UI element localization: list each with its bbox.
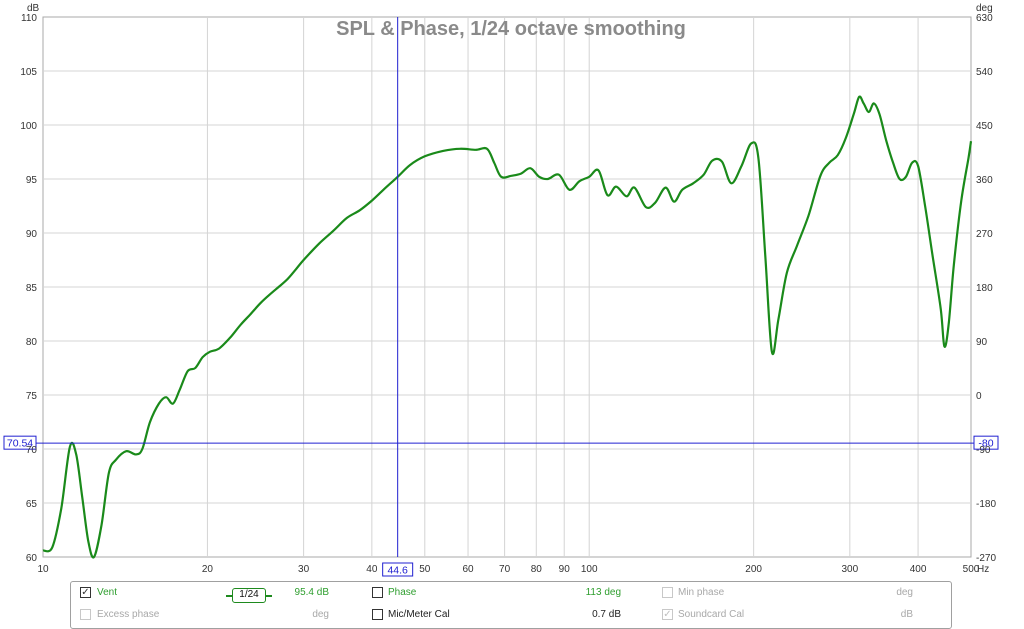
y-left-tick-label: 80 (26, 337, 38, 348)
y-right-tick-label: -270 (976, 553, 996, 564)
min-phase-checkbox[interactable] (662, 587, 673, 598)
chart-title-group: SPL & Phase, 1/24 octave smoothing (336, 18, 686, 40)
x-tick-label: 300 (841, 564, 858, 575)
soundcard-cal-label: Soundcard Cal (678, 609, 745, 620)
y-right-unit-label: deg (976, 3, 993, 14)
y-left-unit-label: dB (27, 3, 40, 14)
y-right-tick-label: -90 (976, 445, 991, 456)
vent-trace-group (42, 95, 973, 559)
chart-title: SPL & Phase, 1/24 octave smoothing (336, 18, 686, 40)
series-line-vent (42, 95, 973, 559)
excess-phase-label: Excess phase (97, 609, 160, 620)
y-left-tick-label: 60 (26, 553, 38, 564)
x-tick-label: 90 (559, 564, 571, 575)
soundcard-cal-checkbox[interactable]: ✓ (662, 609, 673, 620)
cursor-group[interactable]: 70.54 -80 44.6 (3, 17, 999, 577)
vent-checkbox[interactable]: ✓ (80, 587, 91, 598)
x-tick-label: 20 (202, 564, 214, 575)
y-right-tick-label: 540 (976, 67, 993, 78)
x-tick-label: 400 (910, 564, 927, 575)
cursor-y-left-value-box (3, 435, 37, 450)
y-right-tick-label: -180 (976, 499, 996, 510)
vent-label: Vent (97, 587, 118, 598)
axis-labels: dB deg Hz 10 20 30 40 50 60 70 80 90 100 200 300 400… (20, 3, 996, 575)
cursor-x-value: 44.6 (387, 565, 408, 577)
x-tick-label: 50 (419, 564, 431, 575)
y-right-tick-label: 0 (976, 391, 982, 402)
legend-row-1: ✓ Vent 1/24 95.4 dB Phase 113 deg Min ph… (71, 585, 951, 603)
mic-meter-cal-value: 0.7 dB (592, 609, 621, 620)
x-tick-label: 500 (963, 564, 980, 575)
cursor-y-right-value: -80 (978, 438, 993, 450)
y-left-tick-label: 65 (26, 499, 38, 510)
x-tick-label: 200 (745, 564, 762, 575)
y-left-tick-label: 90 (26, 229, 38, 240)
mic-meter-cal-checkbox[interactable] (372, 609, 383, 620)
y-left-tick-label: 105 (20, 67, 37, 78)
legend-panel: ✓ Vent 1/24 95.4 dB Phase 113 deg Min ph… (70, 581, 952, 629)
y-left-tick-label: 70 (26, 445, 38, 456)
phase-value: 113 deg (585, 587, 621, 598)
y-right-tick-label: 450 (976, 121, 993, 132)
y-left-tick-label: 95 (26, 175, 38, 186)
phase-checkbox[interactable] (372, 587, 383, 598)
legend-row-2: Excess phase deg Mic/Meter Cal 0.7 dB ✓ … (71, 607, 951, 623)
y-left-tick-label: 110 (21, 13, 37, 24)
y-left-tick-label: 75 (26, 391, 38, 402)
x-tick-label: 100 (581, 564, 598, 575)
y-right-tick-label: 180 (976, 283, 993, 294)
cursor-x-value-box (382, 562, 414, 577)
x-tick-label: 70 (499, 564, 511, 575)
grid (42, 16, 972, 558)
excess-phase-checkbox[interactable] (80, 609, 91, 620)
vent-value: 95.4 dB (294, 587, 329, 598)
smoothing-badge[interactable]: 1/24 (226, 588, 272, 603)
y-right-tick-label: 360 (976, 175, 993, 186)
spl-phase-chart[interactable]: SPL & Phase, 1/24 octave smoothing 70.54… (0, 0, 1024, 580)
min-phase-value: deg (896, 587, 913, 598)
cursor-y-left-value: 70.54 (7, 438, 33, 450)
excess-phase-value: deg (312, 609, 329, 620)
soundcard-cal-value: dB (900, 609, 913, 620)
x-tick-label: 10 (37, 564, 49, 575)
x-tick-label: 80 (531, 564, 543, 575)
y-left-tick-label: 85 (26, 283, 38, 294)
phase-label: Phase (388, 587, 417, 598)
cursor-y-right-value-box (973, 435, 999, 450)
x-tick-label: 40 (366, 564, 378, 575)
y-right-tick-label: 630 (976, 13, 993, 24)
y-right-tick-label: 270 (976, 229, 993, 240)
min-phase-label: Min phase (678, 587, 725, 598)
mic-meter-cal-label: Mic/Meter Cal (388, 609, 450, 620)
x-unit-label: Hz (977, 564, 989, 575)
y-left-tick-label: 100 (20, 121, 37, 132)
x-tick-label: 30 (298, 564, 310, 575)
x-tick-label: 60 (462, 564, 474, 575)
y-right-tick-label: 90 (976, 337, 988, 348)
